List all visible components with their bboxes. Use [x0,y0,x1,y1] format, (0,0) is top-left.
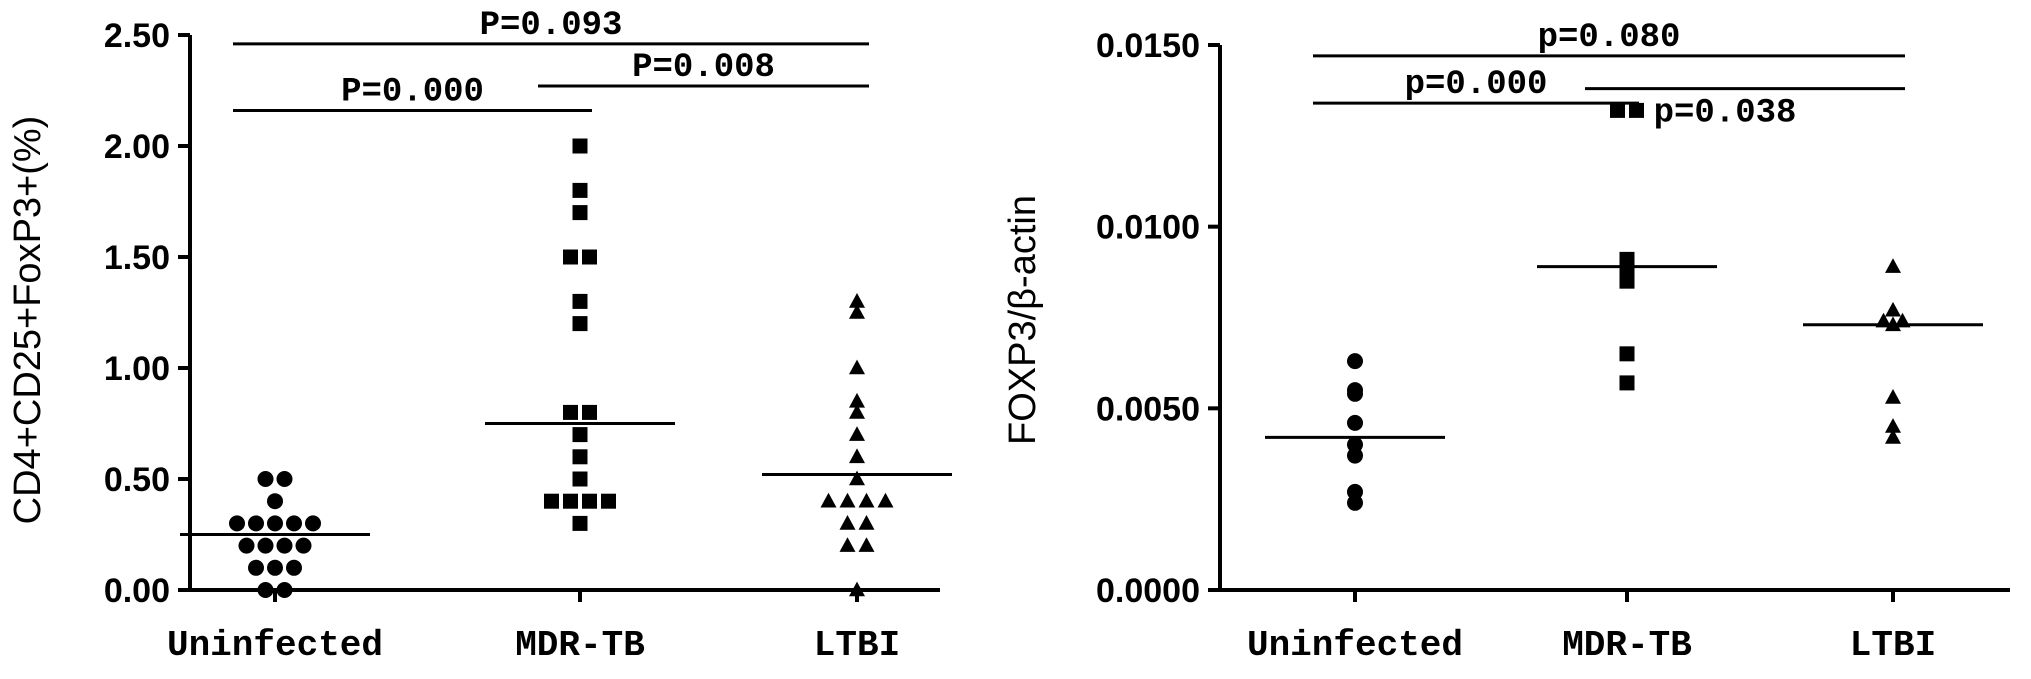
data-point [1347,414,1363,431]
y-tick-label: 0.50 [104,461,170,499]
data-point [295,537,312,554]
data-point [248,515,264,532]
data-point [276,537,293,554]
data-point [1347,385,1363,402]
y-tick-label: 0.0100 [1096,209,1200,247]
data-point [1885,258,1901,273]
data-point [849,404,865,419]
p-value-label: P=0.093 [480,7,623,45]
y-tick-label: 1.50 [104,239,170,277]
data-point [257,537,274,554]
chart-1: 0.00 0.50 1.00 1.50 2.00 2.50 CD4+CD25+FoxP3+(… [7,7,952,666]
data-point [572,515,588,531]
data-point [572,293,588,309]
x-tick-label: LTBI [1850,625,1936,666]
data-point [572,182,588,198]
data-point [257,582,274,598]
data-point [1885,429,1901,444]
chart-2: 0.0000 0.0050 0.0100 0.0150 FOXP3/β-actin Uni… [1002,19,2010,666]
data-point [286,515,302,532]
p-value-label: p=0.038 [1654,95,1797,133]
p-value-label: P=0.000 [341,73,484,111]
y-axis-label: FOXP3/β-actin [1002,195,1044,445]
data-point [1619,273,1635,289]
x-tick-label: Uninfected [167,625,383,666]
data-point [849,304,865,319]
data-point [849,470,865,486]
data-point [572,471,588,487]
y-tick-label: 2.00 [104,128,170,166]
data-point [257,471,274,487]
data-point [572,316,588,332]
y-tick-label: 0.0000 [1096,572,1200,610]
data-point [572,205,588,221]
data-point [572,138,588,154]
data-point [849,359,865,375]
data-point [1347,353,1363,370]
p-value-label: p=0.080 [1538,19,1681,57]
y-tick-label: 0.00 [104,572,170,610]
data-point [229,515,245,532]
data-point [1347,447,1363,464]
data-point [582,404,597,420]
x-tick-label: Uninfected [1247,625,1463,666]
data-point [238,537,255,554]
data-point [267,493,283,510]
data-point [858,515,875,530]
data-point [1619,346,1635,362]
data-point [1885,418,1901,433]
data-point [267,559,283,576]
x-tick-label: MDR-TB [1562,625,1692,666]
data-point [286,559,302,576]
data-point [858,492,875,508]
p-value-label: P=0.008 [632,49,775,87]
data-point [1629,102,1644,118]
data-point [820,492,837,508]
data-point [849,448,865,464]
data-point [305,515,321,532]
data-point [276,582,293,598]
data-point [248,559,264,576]
data-point [563,249,578,265]
x-tick-label: MDR-TB [515,625,645,666]
p-value-label: p=0.000 [1405,66,1548,104]
data-point [849,581,865,597]
data-point [544,493,559,509]
data-point [572,427,588,443]
data-point [839,492,856,508]
y-tick-label: 0.0050 [1096,390,1200,428]
data-point [839,537,856,552]
data-point [839,515,856,530]
data-point [858,537,875,552]
data-point [849,426,865,441]
data-point [276,471,293,487]
data-point [582,249,597,265]
data-point [1619,375,1635,391]
data-point [849,392,865,408]
x-tick-label: LTBI [814,625,900,666]
data-point [267,515,283,532]
y-tick-label: 0.0150 [1096,27,1200,65]
data-point [1885,389,1901,404]
data-point [1610,102,1625,118]
y-tick-label: 2.50 [104,17,170,55]
data-point [1885,301,1901,317]
data-point [1347,494,1363,511]
y-axis-label: CD4+CD25+FoxP3+(%) [7,116,49,525]
data-point [601,493,616,509]
data-point [582,493,597,509]
data-point [572,449,588,465]
data-point [563,493,578,509]
y-tick-label: 1.00 [104,350,170,388]
data-point [877,492,894,508]
data-point [563,404,578,420]
data-point [849,293,865,308]
